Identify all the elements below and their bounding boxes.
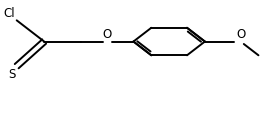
Text: S: S xyxy=(8,68,15,81)
Text: O: O xyxy=(103,28,112,40)
Text: Cl: Cl xyxy=(4,7,15,20)
Text: O: O xyxy=(236,28,245,40)
